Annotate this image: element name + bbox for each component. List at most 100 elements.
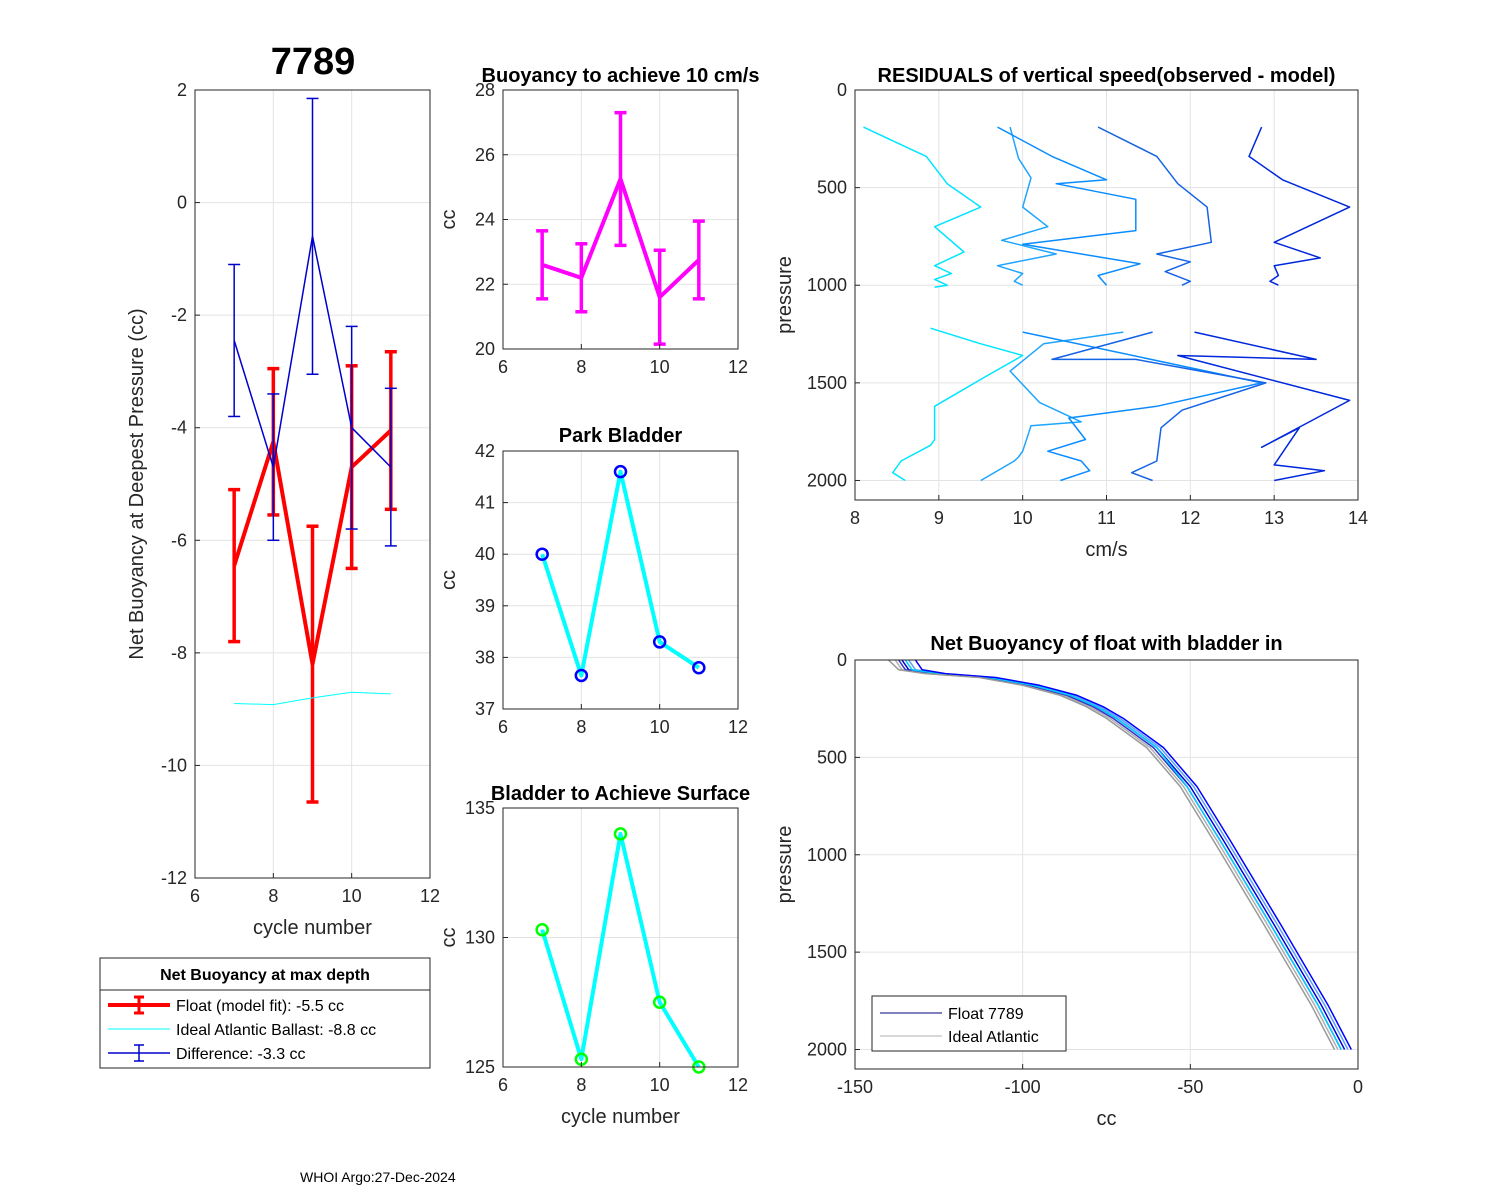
residuals-series-cycle-9-lower: [1022, 331, 1263, 482]
park-series-group: [540, 469, 700, 678]
park-ylabel: cc: [438, 570, 460, 590]
residuals-xtick-label: 8: [850, 508, 860, 528]
netbuoy-series-profile-6: [887, 660, 1336, 1050]
chart-buoy10: 6 8 10 12 20 22 24 26 28 cc Buoyancy to achieve 10…: [438, 65, 759, 377]
main-xtick-label: 8: [268, 886, 278, 906]
netbuoy-series-profile-5: [914, 660, 1352, 1050]
residuals-title: RESIDUALS of vertical speed(observed - m…: [878, 65, 1336, 87]
park-ytick-label: 42: [475, 441, 495, 461]
residuals-xtick-label: 10: [1013, 508, 1033, 528]
residuals-xtick-label: 9: [934, 508, 944, 528]
park-ytick-label: 41: [475, 493, 495, 513]
residuals-xlabel: cm/s: [1085, 539, 1127, 561]
surface-title: Bladder to Achieve Surface: [491, 783, 750, 805]
chart-residuals: 8 9 10 11 12 13 14 0 500 1000 1500 2000 cm/s pressure…: [774, 65, 1368, 561]
surface-ylabel: cc: [438, 928, 460, 948]
chart-surface: 6 8 10 12 125 130 135 cycle number cc Bladder to …: [438, 783, 750, 1128]
surface-xtick-label: 12: [728, 1075, 748, 1095]
netbuoy-ytick-label: 500: [817, 747, 847, 767]
buoy10-ylabel: cc: [438, 210, 460, 230]
main-xtick-label: 12: [420, 886, 440, 906]
park-series-park-marker: [692, 660, 706, 675]
chart-park: 6 8 10 12 37 38 39 40 41 42 cc Park Bladder: [438, 425, 748, 737]
main-ylabel: Net Buoyancy at Deepest Pressure (cc): [126, 308, 148, 659]
chart-netbuoy: -150 -100 -50 0 0 500 1000 1500 2000 cc pressure Ne…: [774, 633, 1363, 1130]
residuals-xtick-label: 12: [1180, 508, 1200, 528]
netbuoy-xtick-label: -50: [1177, 1077, 1203, 1097]
main-xlabel: cycle number: [253, 917, 372, 939]
buoy10-title: Buoyancy to achieve 10 cm/s: [482, 65, 760, 87]
residuals-series-cycle-9-upper: [997, 126, 1141, 286]
legend-main: Net Buoyancy at max depth Float (model f…: [99, 957, 431, 1069]
legend-netbuoy-ideal: Ideal Atlantic: [948, 1029, 1039, 1046]
surface-series-surface-marker: [613, 827, 628, 841]
residuals-ytick-label: 1000: [807, 275, 847, 295]
main-ytick-label: -2: [171, 305, 187, 325]
surface-ytick-label: 130: [465, 928, 495, 948]
residuals-series-cycle-8-upper: [996, 126, 1057, 286]
main-ytick-label: -8: [171, 643, 187, 663]
residuals-xtick-label: 11: [1097, 508, 1116, 528]
main-series-ideal-atlantic-ballast: [234, 691, 391, 706]
buoy10-xtick-label: 10: [650, 357, 670, 377]
buoy10-ytick-label: 24: [475, 210, 495, 230]
surface-series-surface-marker: [652, 995, 667, 1009]
buoy10-xtick-label: 6: [498, 357, 508, 377]
park-xtick-label: 8: [576, 717, 586, 737]
legend-entry-float: Float (model fit): -5.5 cc: [176, 998, 344, 1015]
surface-xtick-label: 8: [576, 1075, 586, 1095]
park-ytick-label: 37: [475, 699, 495, 719]
legend-title: Net Buoyancy at max depth: [160, 967, 370, 984]
residuals-series-cycle-11-upper: [1248, 126, 1351, 286]
main-ytick-label: -12: [161, 868, 187, 888]
residuals-ylabel: pressure: [774, 256, 796, 334]
legend-box: [99, 957, 431, 1069]
netbuoy-ytick-label: 1000: [807, 845, 847, 865]
park-ytick-label: 39: [475, 596, 495, 616]
park-series-park-marker: [652, 635, 667, 649]
axes-layer: 6 8 10 12 -12 -10 -8 -6 -4 -2 0 2 cycle number Net Bu…: [126, 65, 1368, 1130]
netbuoy-series-group: [887, 660, 1352, 1050]
main-series-group: [228, 97, 397, 804]
main-xtick-label: 6: [190, 886, 200, 906]
buoy10-series-group: [536, 110, 705, 346]
buoy10-ytick-label: 20: [475, 339, 495, 359]
netbuoy-axes-box: [854, 659, 1359, 1070]
main-axes-box: [194, 89, 431, 879]
buoy10-ytick-label: 22: [475, 274, 495, 294]
buoy10-ytick-label: 26: [475, 145, 495, 165]
main-ytick-label: -10: [161, 755, 187, 775]
surface-xtick-label: 10: [650, 1075, 670, 1095]
legend-entry-ideal: Ideal Atlantic Ballast: -8.8 cc: [176, 1022, 376, 1039]
buoy10-ytick-label: 28: [475, 80, 495, 100]
legend-netbuoy: Float 7789 Ideal Atlantic: [871, 995, 1067, 1052]
residuals-series-cycle-10-lower: [1051, 331, 1267, 482]
park-ytick-label: 40: [475, 544, 495, 564]
legend-netbuoy-box: [871, 995, 1067, 1052]
park-title: Park Bladder: [559, 425, 683, 447]
legend-entry-difference: Difference: -3.3 cc: [176, 1046, 306, 1063]
park-axes-box: [502, 450, 739, 710]
netbuoy-xtick-label: -100: [1005, 1077, 1041, 1097]
legend-netbuoy-float: Float 7789: [948, 1006, 1024, 1023]
surface-xlabel: cycle number: [561, 1106, 680, 1128]
residuals-series-cycle-11-lower: [1177, 331, 1351, 482]
main-ytick-label: 2: [177, 80, 187, 100]
park-series-park-marker: [535, 547, 549, 561]
netbuoy-ytick-label: 2000: [807, 1040, 847, 1060]
netbuoy-xlabel: cc: [1097, 1108, 1117, 1130]
residuals-series-cycle-10-upper: [1097, 126, 1213, 286]
residuals-series-cycle-7-lower: [891, 327, 1024, 482]
park-xtick-label: 6: [498, 717, 508, 737]
netbuoy-title: Net Buoyancy of float with bladder in: [930, 633, 1282, 655]
residuals-series-cycle-8-lower: [980, 331, 1124, 482]
residuals-xtick-label: 13: [1264, 508, 1284, 528]
main-ytick-label: 0: [177, 193, 187, 213]
netbuoy-xtick-label: 0: [1353, 1077, 1363, 1097]
residuals-ytick-label: 500: [817, 178, 847, 198]
netbuoy-ytick-label: 1500: [807, 942, 847, 962]
main-ytick-label: -6: [171, 530, 187, 550]
buoy10-xtick-label: 12: [728, 357, 748, 377]
park-series-park-marker: [574, 668, 589, 683]
residuals-ytick-label: 0: [837, 80, 847, 100]
